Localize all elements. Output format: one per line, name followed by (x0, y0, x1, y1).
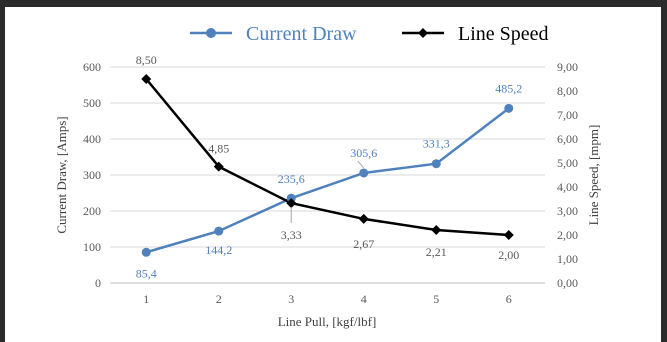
series-markers (141, 74, 514, 257)
axis-ticks: 0 100 200 300 400 500 600 0,00 1,00 2,00 3,00 4,00 5… (83, 60, 578, 306)
line-speed-point (286, 198, 297, 209)
left-axis-title: Current Draw, [Amps] (54, 116, 69, 233)
line-speed-data-label: 2,67 (353, 237, 374, 251)
current-draw-point (431, 159, 441, 169)
line-speed-data-label: 8,50 (136, 53, 157, 67)
legend-marker-line-speed (418, 28, 428, 38)
current-draw-point (359, 168, 369, 178)
left-tick-label: 200 (83, 204, 101, 218)
x-tick-label: 2 (216, 292, 222, 306)
current-draw-data-label: 235,6 (278, 172, 305, 186)
legend-marker-current-draw (206, 28, 216, 38)
x-tick-label: 4 (361, 292, 367, 306)
label-leader-line (357, 160, 365, 169)
right-tick-label: 3,00 (557, 204, 578, 218)
left-tick-label: 600 (83, 60, 101, 74)
current-draw-line (145, 107, 510, 254)
line-speed-point (503, 230, 514, 240)
legend-label-current-draw: Current Draw (246, 23, 357, 45)
legend-label-line-speed: Line Speed (458, 23, 549, 45)
x-tick-label: 1 (143, 292, 149, 306)
right-tick-label: 9,00 (557, 60, 578, 74)
x-tick-label: 6 (506, 292, 512, 306)
line-speed-data-label: 3,33 (281, 228, 302, 242)
left-tick-label: 0 (95, 276, 101, 290)
right-tick-label: 6,00 (557, 132, 578, 146)
right-axis-title: Line Speed, [mpm] (586, 125, 601, 226)
right-tick-label: 5,00 (557, 156, 578, 170)
current-draw-data-label: 85,4 (136, 266, 157, 280)
right-tick-label: 8,00 (557, 84, 578, 98)
line-speed-data-label: 2,21 (426, 245, 447, 259)
right-tick-label: 2,00 (557, 228, 578, 242)
current-draw-data-label: 331,3 (423, 137, 450, 151)
right-tick-label: 1,00 (557, 252, 578, 266)
current-draw-data-label: 305,6 (350, 146, 377, 160)
line-speed-point (141, 74, 152, 84)
current-draw-point (141, 247, 151, 257)
line-speed-data-label: 4,85 (208, 142, 229, 156)
line-speed-line (145, 78, 509, 237)
left-tick-label: 500 (83, 96, 101, 110)
left-tick-label: 300 (83, 168, 101, 182)
right-tick-label: 7,00 (557, 108, 578, 122)
right-tick-label: 0,00 (557, 276, 578, 290)
current-draw-point (214, 226, 224, 236)
current-draw-data-label: 485,2 (495, 81, 522, 95)
line-speed-data-label: 2,00 (498, 248, 519, 262)
data-labels: 85,4 144,2 235,6 305,6 331,3 485,2 8,50 4,85 3,3… (136, 53, 523, 280)
line-speed-point (431, 224, 442, 235)
legend: Current Draw Line Speed (190, 23, 549, 45)
x-axis-title: Line Pull, [kgf/lbf] (278, 314, 377, 329)
current-draw-data-label: 144,2 (205, 243, 232, 257)
series-lines (145, 78, 510, 254)
line-speed-point (358, 213, 369, 224)
left-tick-label: 100 (83, 240, 101, 254)
x-tick-label: 3 (288, 292, 294, 306)
right-tick-label: 4,00 (557, 180, 578, 194)
left-tick-label: 400 (83, 132, 101, 146)
line-speed-point (213, 161, 224, 172)
current-draw-point (504, 103, 514, 113)
x-tick-label: 5 (433, 292, 439, 306)
